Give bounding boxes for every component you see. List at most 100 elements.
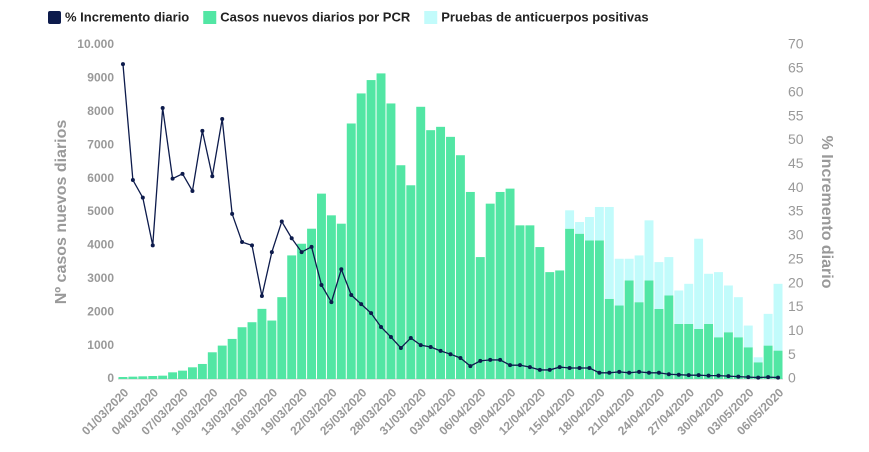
bar	[128, 376, 138, 379]
bar	[694, 238, 704, 329]
y2-tick-label: 65	[788, 60, 804, 76]
bar	[158, 375, 168, 379]
y-tick-label: 3000	[87, 271, 114, 285]
line-point	[726, 374, 731, 379]
line-point	[637, 369, 642, 374]
bar	[614, 258, 624, 306]
y-tick-label: 10.000	[77, 37, 114, 51]
bar	[654, 262, 664, 309]
legend-label: % Incremento diario	[65, 9, 189, 24]
line-point	[120, 62, 125, 67]
bar	[455, 155, 465, 379]
line-point	[607, 370, 612, 375]
bar	[287, 255, 297, 379]
legend-swatch	[48, 11, 61, 24]
line-point	[627, 370, 632, 375]
bar	[326, 215, 336, 379]
bar	[515, 225, 525, 379]
line-point	[259, 293, 264, 298]
y2-tick-label: 35	[788, 203, 804, 219]
line-point	[160, 105, 165, 110]
line-point	[716, 373, 721, 378]
line-point	[617, 369, 622, 374]
bar	[604, 206, 614, 299]
line-point	[388, 335, 393, 340]
bar	[426, 130, 436, 379]
y-tick-label: 2000	[87, 304, 114, 318]
y-tick-label: 5000	[87, 204, 114, 218]
line-point	[468, 364, 473, 369]
bar	[753, 357, 763, 363]
line-point	[527, 365, 532, 370]
bar	[604, 298, 614, 379]
bar	[545, 272, 555, 379]
bar	[684, 323, 694, 379]
bar	[733, 337, 743, 379]
line-point	[319, 283, 324, 288]
line-point	[686, 373, 691, 378]
y2-tick-label: 15	[788, 298, 804, 314]
bar	[743, 347, 753, 379]
bar	[704, 323, 714, 379]
line-point	[696, 373, 701, 378]
line-point	[577, 366, 582, 371]
bar	[505, 188, 515, 379]
legend-swatch	[203, 11, 217, 24]
line-point	[220, 116, 225, 121]
bar	[307, 228, 317, 379]
bar	[168, 372, 178, 379]
bar	[495, 191, 505, 379]
line-point	[597, 370, 602, 375]
bar	[485, 203, 495, 379]
y2-tick-label: 30	[788, 227, 804, 243]
line-point	[200, 128, 205, 133]
line-point	[647, 370, 652, 375]
bar	[664, 295, 674, 379]
bar	[237, 327, 247, 379]
y2-tick-label: 70	[788, 36, 804, 52]
line-point	[150, 243, 155, 248]
y2-tick-label: 25	[788, 250, 804, 266]
line-point	[547, 367, 552, 372]
line-point	[736, 374, 741, 379]
y2-tick-label: 20	[788, 274, 804, 290]
bar	[406, 185, 416, 379]
bar	[187, 367, 197, 379]
bar	[723, 332, 733, 379]
bar	[565, 228, 575, 379]
line-point	[756, 375, 761, 380]
legend-label: Pruebas de anticuerpos positivas	[441, 9, 648, 24]
line-point	[557, 365, 562, 370]
y-tick-label: 8000	[87, 104, 114, 118]
bar	[624, 258, 634, 281]
bar	[704, 273, 714, 324]
line-point	[498, 357, 503, 362]
line-point	[359, 302, 364, 307]
legend-swatch	[424, 11, 438, 24]
bar	[475, 257, 485, 379]
line-point	[269, 250, 274, 255]
bar	[614, 305, 624, 379]
line-point	[230, 211, 235, 216]
y-axis-title: Nº casos nuevos diarios	[53, 120, 70, 305]
bar	[584, 217, 594, 241]
bar	[118, 376, 128, 379]
bar	[575, 222, 584, 234]
bar	[465, 191, 475, 379]
line-point	[329, 300, 334, 305]
y2-tick-label: 45	[788, 155, 804, 171]
line-point	[210, 174, 215, 179]
bar	[178, 370, 187, 379]
bar	[684, 283, 694, 324]
bar	[356, 93, 366, 380]
bar	[525, 225, 535, 379]
y-tick-label: 4000	[87, 238, 114, 252]
line-point	[567, 366, 572, 371]
y2-tick-label: 5	[788, 346, 796, 362]
line-point	[478, 358, 483, 363]
y-tick-label: 9000	[87, 71, 114, 85]
bar	[664, 257, 674, 296]
bar	[446, 136, 455, 379]
line-point	[349, 293, 354, 298]
line-point	[587, 366, 592, 371]
